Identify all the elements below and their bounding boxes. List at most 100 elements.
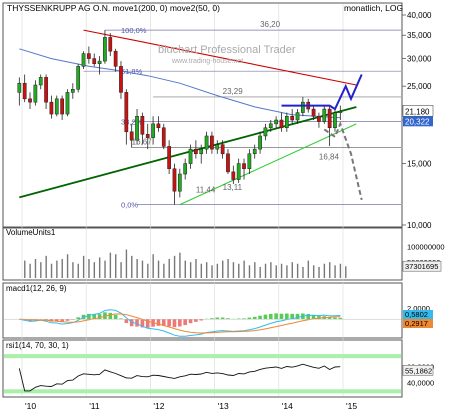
macd-histogram-bar-positive [306,314,310,319]
volume-bar [334,265,335,278]
candle-down [168,146,171,168]
macd-panel-label: macd1(12, 26, 9) [6,284,67,293]
candle-up [151,124,154,138]
candle-down [280,120,283,128]
price-y-tick-label: 15,000 [407,160,432,169]
volume-bar [152,254,153,278]
candle-up [200,149,203,154]
candle-down [162,128,165,147]
volume-bar [313,265,314,278]
volume-bar [217,264,218,278]
x-tick-label: '15 [346,401,357,411]
volume-bar [163,264,164,278]
macd-histogram-bar-positive [76,317,80,319]
volume-bar [286,265,287,278]
candle-up [205,136,208,149]
candle-up [296,113,299,120]
volume-bar [243,261,244,278]
candle-down [194,149,197,154]
candle-up [285,116,288,128]
candle-up [258,136,261,149]
volume-bar [185,261,186,278]
last-price-label: 21,180 [405,107,430,116]
candle-down [28,99,31,102]
volume-panel-label: VolumeUnits1 [6,228,56,237]
macd-histogram-bar-positive [253,317,257,319]
candle-down [23,83,26,99]
candle-up [333,113,336,128]
watermark-url: www.trading-house.net [171,58,243,65]
macd-histogram-bar-positive [296,314,300,319]
volume-bar [302,267,303,278]
volume-bar [276,265,277,278]
macd-histogram-bar-positive [108,313,112,319]
macd-histogram-bar-negative [183,319,187,325]
candle-up [77,66,80,89]
x-tick-label: '10 [25,401,36,411]
candle-down [119,66,122,92]
rsi-oversold-band [4,389,401,393]
volume-bar [318,267,319,278]
price-annotation: 36,20 [260,20,281,29]
macd-histogram-bar-positive [285,314,289,320]
macd-histogram-bar-negative [189,319,193,323]
candle-up [269,124,272,128]
volume-bar [110,253,111,278]
candle-down [312,109,315,116]
volume-bar [297,264,298,278]
volume-bar [345,266,346,278]
macd-histogram-bar-positive [114,315,118,319]
x-tick-label: '14 [282,401,293,411]
macd-histogram-bar-positive [264,315,268,320]
volume-last-label: 37301695 [405,262,438,271]
fib-level-label: 100,0% [121,26,147,35]
candle-down [317,116,320,121]
candle-down [61,99,64,114]
macd-last-label-1: 0,5802 [405,310,428,319]
macd-histogram-bar-positive [269,314,273,319]
macd-histogram-bar-negative [167,319,171,326]
volume-bar [78,264,79,278]
fib-level-label: 0,0% [121,201,138,210]
candle-down [210,136,213,149]
volume-bar [222,261,223,278]
volume-bar [340,264,341,278]
macd-histogram-bar-negative [194,319,198,322]
volume-bar [179,253,180,278]
volume-bar [270,262,271,278]
candle-up [82,54,85,67]
volume-bar [94,262,95,278]
price-y-tick-label: 10,000 [407,221,432,230]
rsi-panel-label: rsi1(14, 70, 30, 1) [6,341,69,350]
candle-down [125,92,128,131]
volume-bar [281,264,282,278]
volume-bar [174,256,175,278]
candle-down [50,102,53,114]
candle-up [103,37,106,61]
rsi-y-tick-label: 40,0000 [407,379,434,388]
price-annotation: 16,67 [132,138,153,147]
candle-up [71,89,74,92]
macd-last-label-2: 0,2917 [405,319,428,328]
macd-histogram-bar-positive [221,318,225,320]
volume-bar [131,256,132,278]
candle-up [323,109,326,121]
price-annotation: 16,84 [319,153,340,162]
volume-bar [324,264,325,278]
volume-bar [259,267,260,278]
volume-bar [308,261,309,278]
price-annotation: 23,29 [223,87,244,96]
volume-bar [147,264,148,278]
candle-down [242,164,245,169]
candle-down [291,116,294,120]
volume-bar [99,257,100,278]
candle-down [87,54,90,59]
candle-down [109,37,112,51]
volume-bar [158,261,159,278]
candle-up [178,174,181,191]
volume-bar [83,256,84,278]
volume-bar [126,250,127,279]
volume-bar [62,259,63,278]
candle-up [264,128,267,136]
